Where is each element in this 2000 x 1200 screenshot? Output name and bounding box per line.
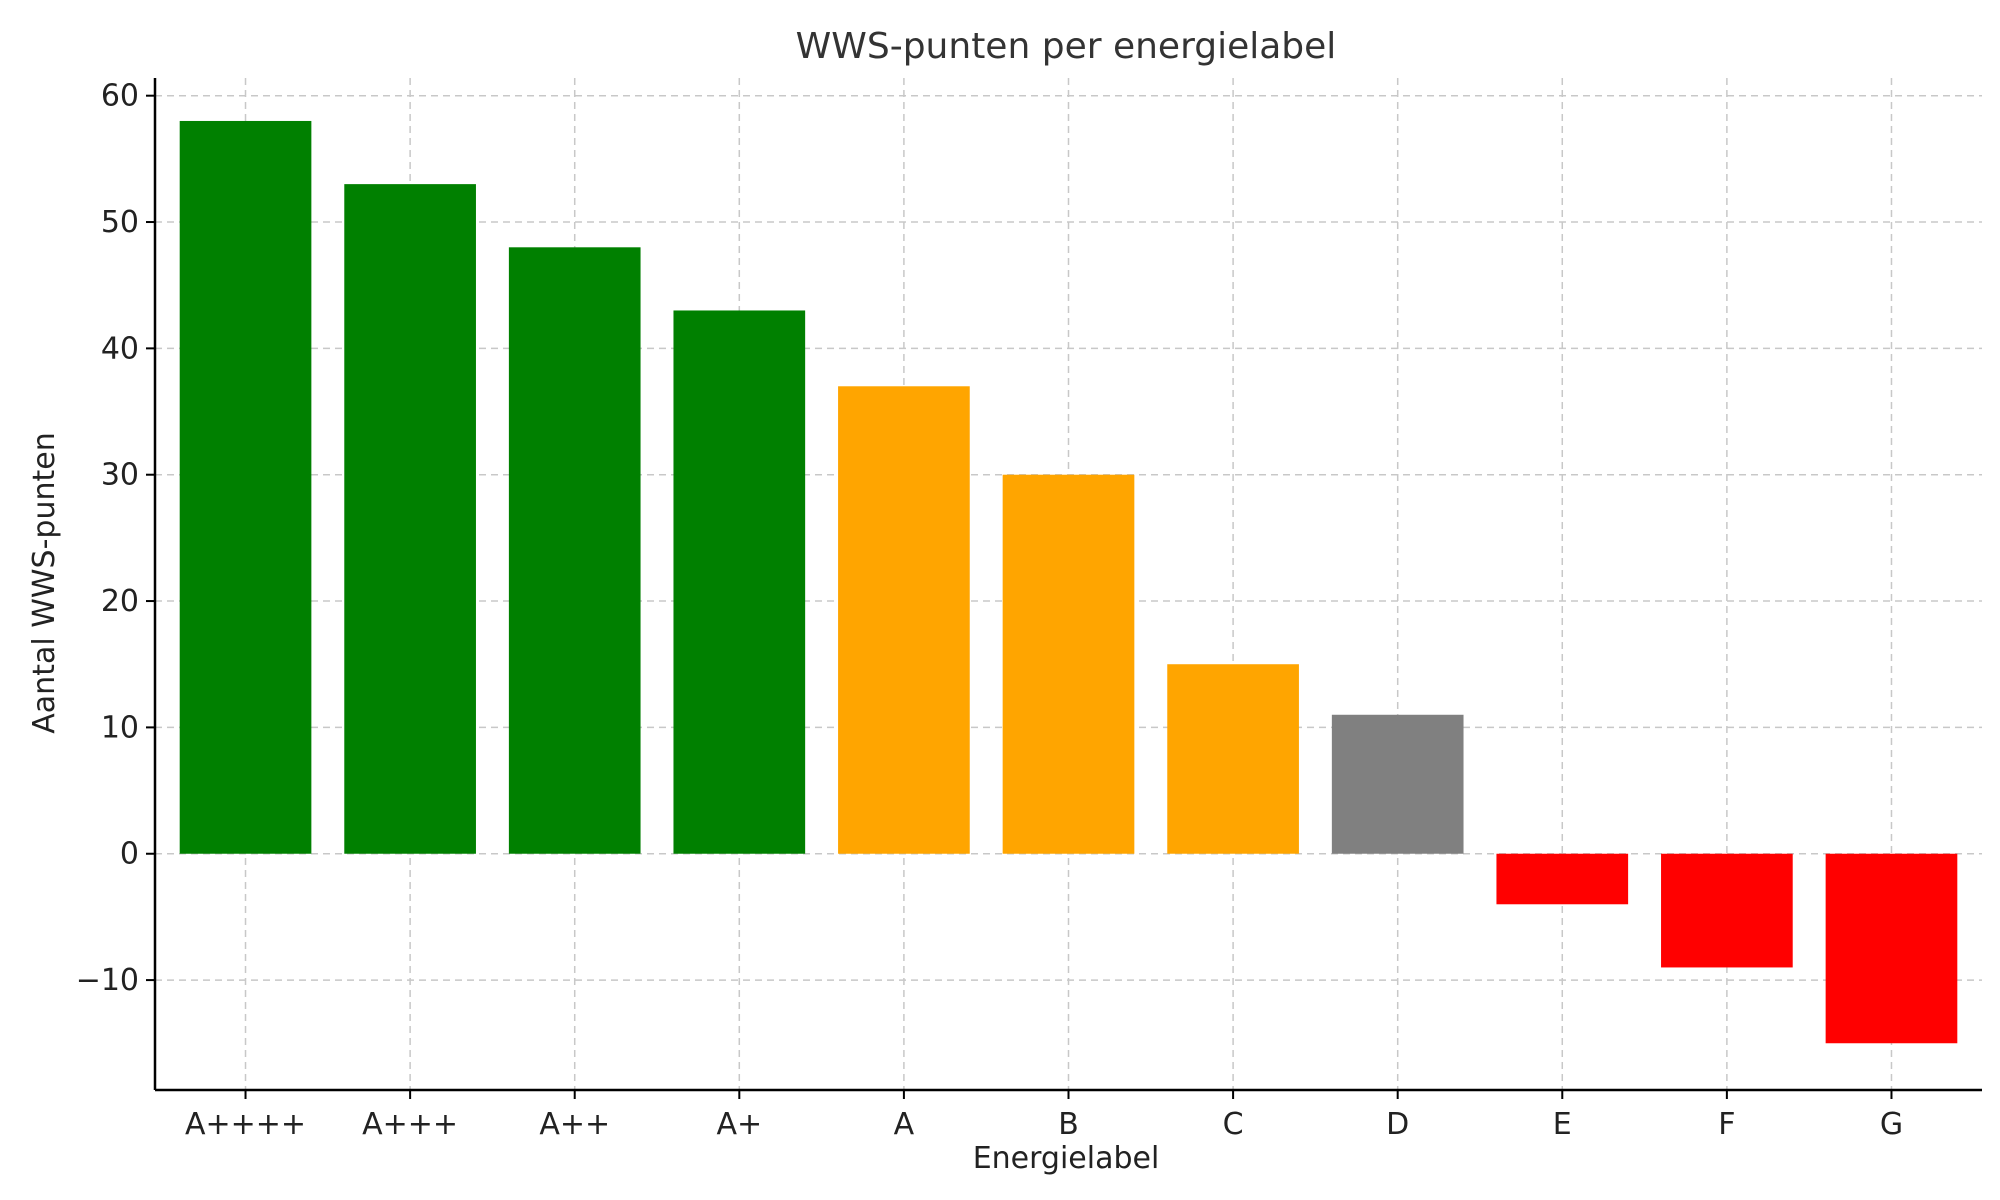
bar-A++ bbox=[508, 247, 641, 854]
bar-A+ bbox=[673, 310, 806, 854]
bar-G bbox=[1825, 853, 1958, 1044]
x-tick-label: A++ bbox=[539, 1107, 610, 1142]
bar-E bbox=[1496, 853, 1629, 905]
x-tick-label: F bbox=[1718, 1107, 1735, 1142]
bars bbox=[179, 120, 1958, 1044]
bar-C bbox=[1167, 664, 1299, 854]
bar-A+++ bbox=[344, 184, 476, 854]
y-tick-label: 50 bbox=[101, 205, 139, 240]
y-tick-label: −10 bbox=[76, 963, 139, 998]
y-tick-label: 0 bbox=[120, 837, 139, 872]
x-tick-label: A bbox=[894, 1107, 915, 1142]
ticks: −10 0 10 20 30 40 50 60 A++++ A+++ A++ A+ A B C D E F G bbox=[76, 79, 1903, 1142]
chart-title: WWS-punten per energielabel bbox=[796, 26, 1337, 67]
y-tick-label: 10 bbox=[101, 710, 139, 745]
x-tick-label: A++++ bbox=[185, 1107, 306, 1142]
x-tick-label: B bbox=[1058, 1107, 1079, 1142]
bar-B bbox=[1002, 474, 1135, 854]
x-tick-label: A+++ bbox=[362, 1107, 458, 1142]
x-tick-label: C bbox=[1223, 1107, 1244, 1142]
x-tick-label: D bbox=[1386, 1107, 1409, 1142]
bar-F bbox=[1661, 853, 1793, 968]
x-tick-label: A+ bbox=[716, 1107, 762, 1142]
y-tick-label: 30 bbox=[101, 458, 139, 493]
x-tick-label: E bbox=[1553, 1107, 1572, 1142]
y-tick-label: 40 bbox=[101, 331, 139, 366]
y-tick-label: 20 bbox=[101, 584, 139, 619]
x-tick-label: G bbox=[1880, 1107, 1903, 1142]
x-axis-label: Energielabel bbox=[973, 1141, 1160, 1176]
bar-A bbox=[838, 386, 970, 854]
y-axis-label: Aantal WWS-punten bbox=[27, 432, 62, 733]
bar-D bbox=[1331, 714, 1464, 854]
y-tick-label: 60 bbox=[101, 79, 139, 114]
bar-A++++ bbox=[179, 120, 312, 854]
